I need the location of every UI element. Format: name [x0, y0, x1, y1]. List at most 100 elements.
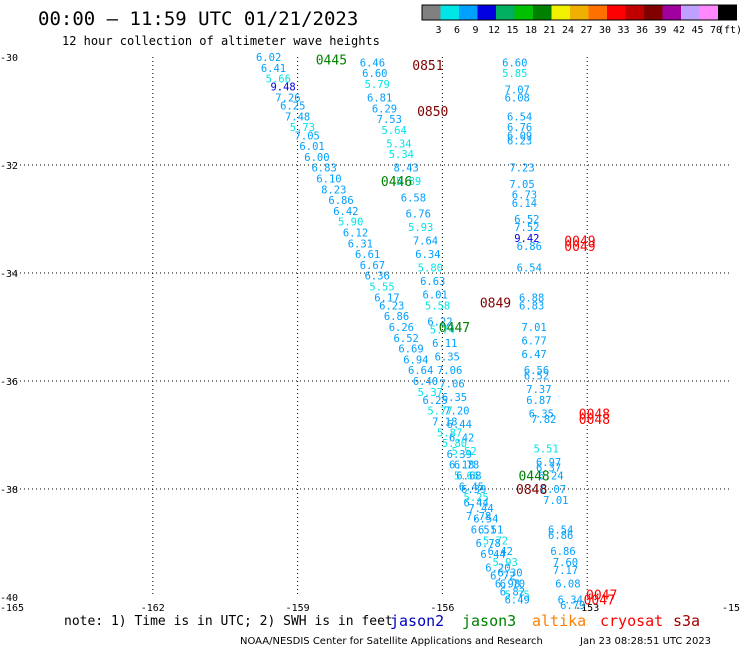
swh-point: 6.69 — [398, 344, 423, 356]
x-tick-label: -159 — [286, 603, 310, 614]
y-tick-label: -38 — [0, 485, 18, 496]
swh-point: 5.64 — [381, 125, 406, 137]
swh-point: 5.34 — [386, 138, 411, 150]
swh-point: 6.61 — [355, 249, 380, 261]
swh-point: 6.17 — [374, 292, 399, 304]
legend-label: 33 — [617, 25, 629, 36]
satellite-name: s3a — [673, 612, 700, 630]
swh-point: 6.34 — [558, 595, 583, 607]
swh-point: 6.35 — [435, 352, 460, 364]
legend-swatch — [459, 5, 478, 20]
swh-point: 8.23 — [321, 184, 346, 196]
legend-swatch — [625, 5, 644, 20]
legend-swatch — [644, 5, 663, 20]
swh-point: 6.02 — [256, 52, 281, 64]
pass-time-label: 0850 — [417, 105, 448, 120]
swh-point: 6.42 — [449, 433, 474, 445]
swh-point: 7.53 — [377, 114, 402, 126]
swh-point: 6.83 — [311, 163, 336, 175]
swh-point: 6.58 — [401, 192, 426, 204]
data-points: 6.026.415.669.487.266.257.485.737.056.01… — [256, 52, 585, 612]
swh-point: 6.23 — [379, 300, 404, 312]
swh-point: 6.76 — [507, 122, 532, 134]
swh-point: 7.05 — [295, 130, 320, 142]
legend-swatch — [514, 5, 533, 20]
swh-point: 7.06 — [439, 379, 464, 391]
legend-label: 15 — [506, 25, 518, 36]
swh-point: 5.73 — [290, 122, 315, 134]
legend-swatch — [422, 5, 441, 20]
swh-point: 6.44 — [480, 549, 505, 561]
swh-point: 5.51 — [534, 444, 559, 456]
swh-point: 6.40 — [413, 376, 438, 388]
swh-point: 6.35 — [442, 392, 467, 404]
legend-swatch — [570, 5, 589, 20]
chart-subtitle: 12 hour collection of altimeter wave hei… — [62, 34, 380, 48]
legend-label: 27 — [580, 25, 592, 36]
swh-point: 6.94 — [403, 354, 428, 366]
swh-point: 5.58 — [425, 300, 450, 312]
legend-unit: (ft) — [718, 25, 740, 36]
pass-time-label: 0047 — [584, 594, 615, 609]
swh-point: 6.42 — [333, 206, 358, 218]
swh-point: 6.01 — [423, 290, 448, 302]
swh-point: 6.60 — [362, 68, 387, 80]
swh-point: 5.74 — [430, 325, 455, 337]
legend-swatch — [496, 5, 515, 20]
swh-point: 7.82 — [531, 414, 556, 426]
swh-point: 6.63 — [420, 276, 445, 288]
swh-point: 6.52 — [524, 371, 549, 383]
swh-point: 7.78 — [466, 511, 491, 523]
legend-label: 21 — [543, 25, 555, 36]
swh-point: 6.31 — [348, 238, 373, 250]
swh-point: 7.23 — [509, 163, 534, 175]
color-legend: 3 6 9 12 15 18 21 24 27 30 33 36 39 42 45 70(ft) — [421, 4, 740, 36]
swh-point: 6.52 — [514, 214, 539, 226]
satellite-name: jason2 — [390, 612, 444, 630]
pass-time-label: 0048 — [579, 413, 610, 428]
pass-time-label: 0447 — [439, 321, 470, 336]
swh-point: 7.17 — [553, 565, 578, 577]
swh-point: 6.46 — [360, 57, 385, 69]
swh-point: 6.39 — [447, 449, 472, 461]
legend-frame — [421, 4, 737, 21]
legend-label: 18 — [525, 25, 537, 36]
swh-point: 7.48 — [285, 111, 310, 123]
swh-point: 6.49 — [505, 595, 530, 607]
swh-point: 6.87 — [526, 395, 551, 407]
swh-point: 7.07 — [505, 84, 530, 96]
swh-point: 6.54 — [548, 525, 573, 537]
swh-point: 6.30 — [497, 568, 522, 580]
swh-point: 6.79 — [560, 600, 585, 612]
pass-time-label: 0448 — [518, 470, 549, 485]
footnote: note: 1) Time is in UTC; 2) SWH is in fe… — [64, 614, 393, 629]
legend-label: 24 — [562, 25, 574, 36]
timestamp: Jan 23 08:28:51 UTC 2023 — [579, 636, 711, 647]
swh-point: 5.89 — [396, 176, 421, 188]
y-tick-label: -36 — [0, 377, 18, 388]
swh-point: 7.37 — [526, 384, 551, 396]
swh-point: 5.87 — [437, 427, 462, 439]
swh-point: 6.56 — [524, 365, 549, 377]
legend-swatch — [533, 5, 552, 20]
swh-point: 5.55 — [369, 282, 394, 294]
legend-label: 45 — [691, 25, 703, 36]
swh-point: 6.14 — [512, 198, 537, 210]
swh-point: 6.39 — [461, 484, 486, 496]
swh-point: 5.93 — [408, 222, 433, 234]
swh-point: 7.05 — [509, 179, 534, 191]
grid-lines — [8, 57, 732, 597]
swh-point: 6.86 — [550, 546, 575, 558]
swh-point: 6.86 — [517, 241, 542, 253]
swh-point: 6.51 — [478, 525, 503, 537]
swh-point: 5.79 — [365, 79, 390, 91]
swh-point: 5.75 — [505, 589, 530, 601]
swh-point: 7.20 — [444, 406, 469, 418]
swh-point: 6.68 — [456, 471, 481, 483]
legend-swatch — [718, 5, 737, 20]
credit-text: NOAA/NESDIS Center for Satellite Applica… — [240, 636, 543, 647]
swh-point: 6.82 — [500, 587, 525, 599]
swh-point: 6.86 — [384, 311, 409, 323]
pass-time-label: 0446 — [381, 175, 412, 190]
